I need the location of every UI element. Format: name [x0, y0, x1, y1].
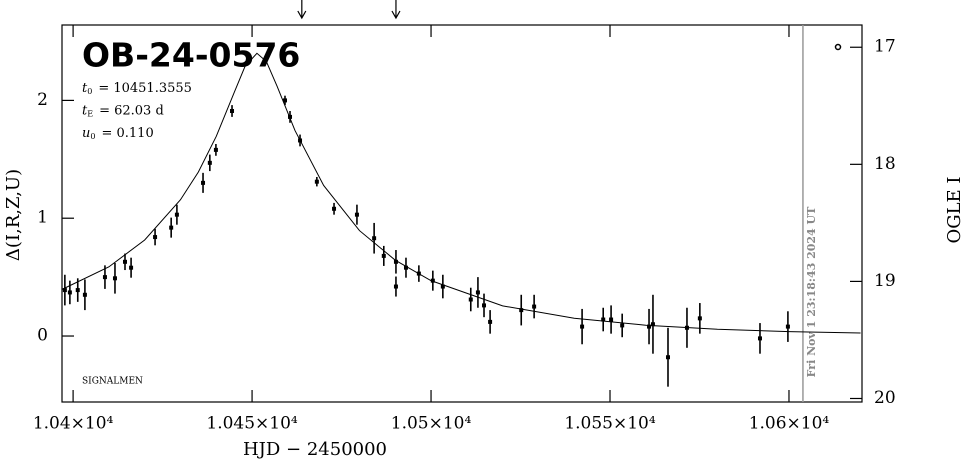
data-point	[102, 275, 107, 280]
data-point	[82, 292, 87, 297]
y2-tick-label: 17	[874, 37, 896, 57]
y-tick-label: 2	[37, 90, 48, 110]
event-arrow	[391, 0, 401, 20]
param-subscript: E	[87, 110, 93, 119]
data-point	[112, 276, 117, 281]
annotation: SIGNALMEN	[82, 377, 143, 387]
data-point	[67, 290, 72, 295]
data-point	[288, 114, 293, 119]
data-point	[488, 319, 493, 324]
data-point	[416, 271, 421, 276]
param-value: = 62.03 d	[99, 103, 164, 118]
data-point	[230, 109, 235, 114]
data-point	[75, 288, 80, 293]
x-tick-label: 1.055×10⁴	[564, 414, 656, 434]
data-point	[482, 303, 487, 308]
x-tick-label: 1.06×10⁴	[749, 414, 830, 434]
date-label: Fri Nov 1 23:18:43 2024 UT	[805, 206, 818, 377]
data-point	[122, 259, 127, 264]
data-point	[213, 147, 218, 152]
data-point	[393, 284, 398, 289]
plot-frame	[61, 24, 863, 403]
param-value: = 0.110	[101, 126, 153, 141]
data-point	[468, 297, 473, 302]
data-point	[403, 265, 408, 270]
data-point	[684, 325, 689, 330]
data-point	[372, 236, 377, 241]
fit-parameter: u0 = 0.110	[82, 126, 154, 142]
data-point	[532, 304, 537, 309]
chart-title: OB-24-0576	[82, 36, 300, 75]
data-point	[129, 265, 134, 270]
y2-tick-label: 18	[874, 154, 896, 174]
model-curve	[62, 52, 861, 334]
data-point	[580, 324, 585, 329]
param-symbol: u	[82, 126, 90, 141]
data-point	[475, 290, 480, 295]
y-tick-label: 0	[37, 326, 48, 346]
x-tick-label: 1.04×10⁴	[33, 414, 114, 434]
data-point	[169, 225, 174, 230]
x-tick-label: 1.045×10⁴	[206, 414, 298, 434]
data-point	[354, 212, 359, 217]
data-point	[757, 336, 762, 341]
param-subscript: 0	[87, 87, 92, 96]
y-tick-label: 1	[37, 208, 48, 228]
y2-tick-label: 19	[874, 271, 896, 291]
data-point	[430, 278, 435, 283]
data-point	[519, 308, 524, 313]
data-point	[785, 324, 790, 329]
data-point	[282, 98, 287, 103]
y2-tick-label: 20	[874, 388, 896, 408]
event-arrow	[297, 0, 307, 20]
data-point	[650, 322, 655, 327]
x-axis-label: HJD − 2450000	[243, 439, 387, 459]
data-point	[440, 284, 445, 289]
data-point	[207, 160, 212, 165]
data-point	[201, 180, 206, 185]
fit-parameter: t0 = 10451.3555	[82, 81, 192, 97]
data-point	[609, 317, 614, 322]
y2-axis-label: OGLE I	[944, 176, 965, 243]
x-tick-label: 1.05×10⁴	[391, 414, 472, 434]
param-subscript: 0	[90, 132, 95, 141]
data-point	[647, 324, 652, 329]
data-point	[314, 179, 319, 184]
param-symbol: t	[82, 81, 88, 96]
data-point	[298, 138, 303, 143]
fit-parameter: tE = 62.03 d	[82, 103, 164, 119]
data-point	[620, 323, 625, 328]
data-point	[665, 355, 670, 360]
data-point	[697, 316, 702, 321]
param-symbol: t	[82, 103, 88, 118]
data-point	[153, 235, 158, 240]
data-point	[381, 253, 386, 258]
data-point	[62, 288, 67, 293]
data-point	[332, 206, 337, 211]
y-axis-label: Δ(I,R,Z,U)	[3, 169, 24, 261]
data-point	[174, 212, 179, 217]
legend-symbol	[834, 43, 842, 51]
data-point	[601, 317, 606, 322]
param-value: = 10451.3555	[98, 81, 192, 96]
data-point	[393, 259, 398, 264]
